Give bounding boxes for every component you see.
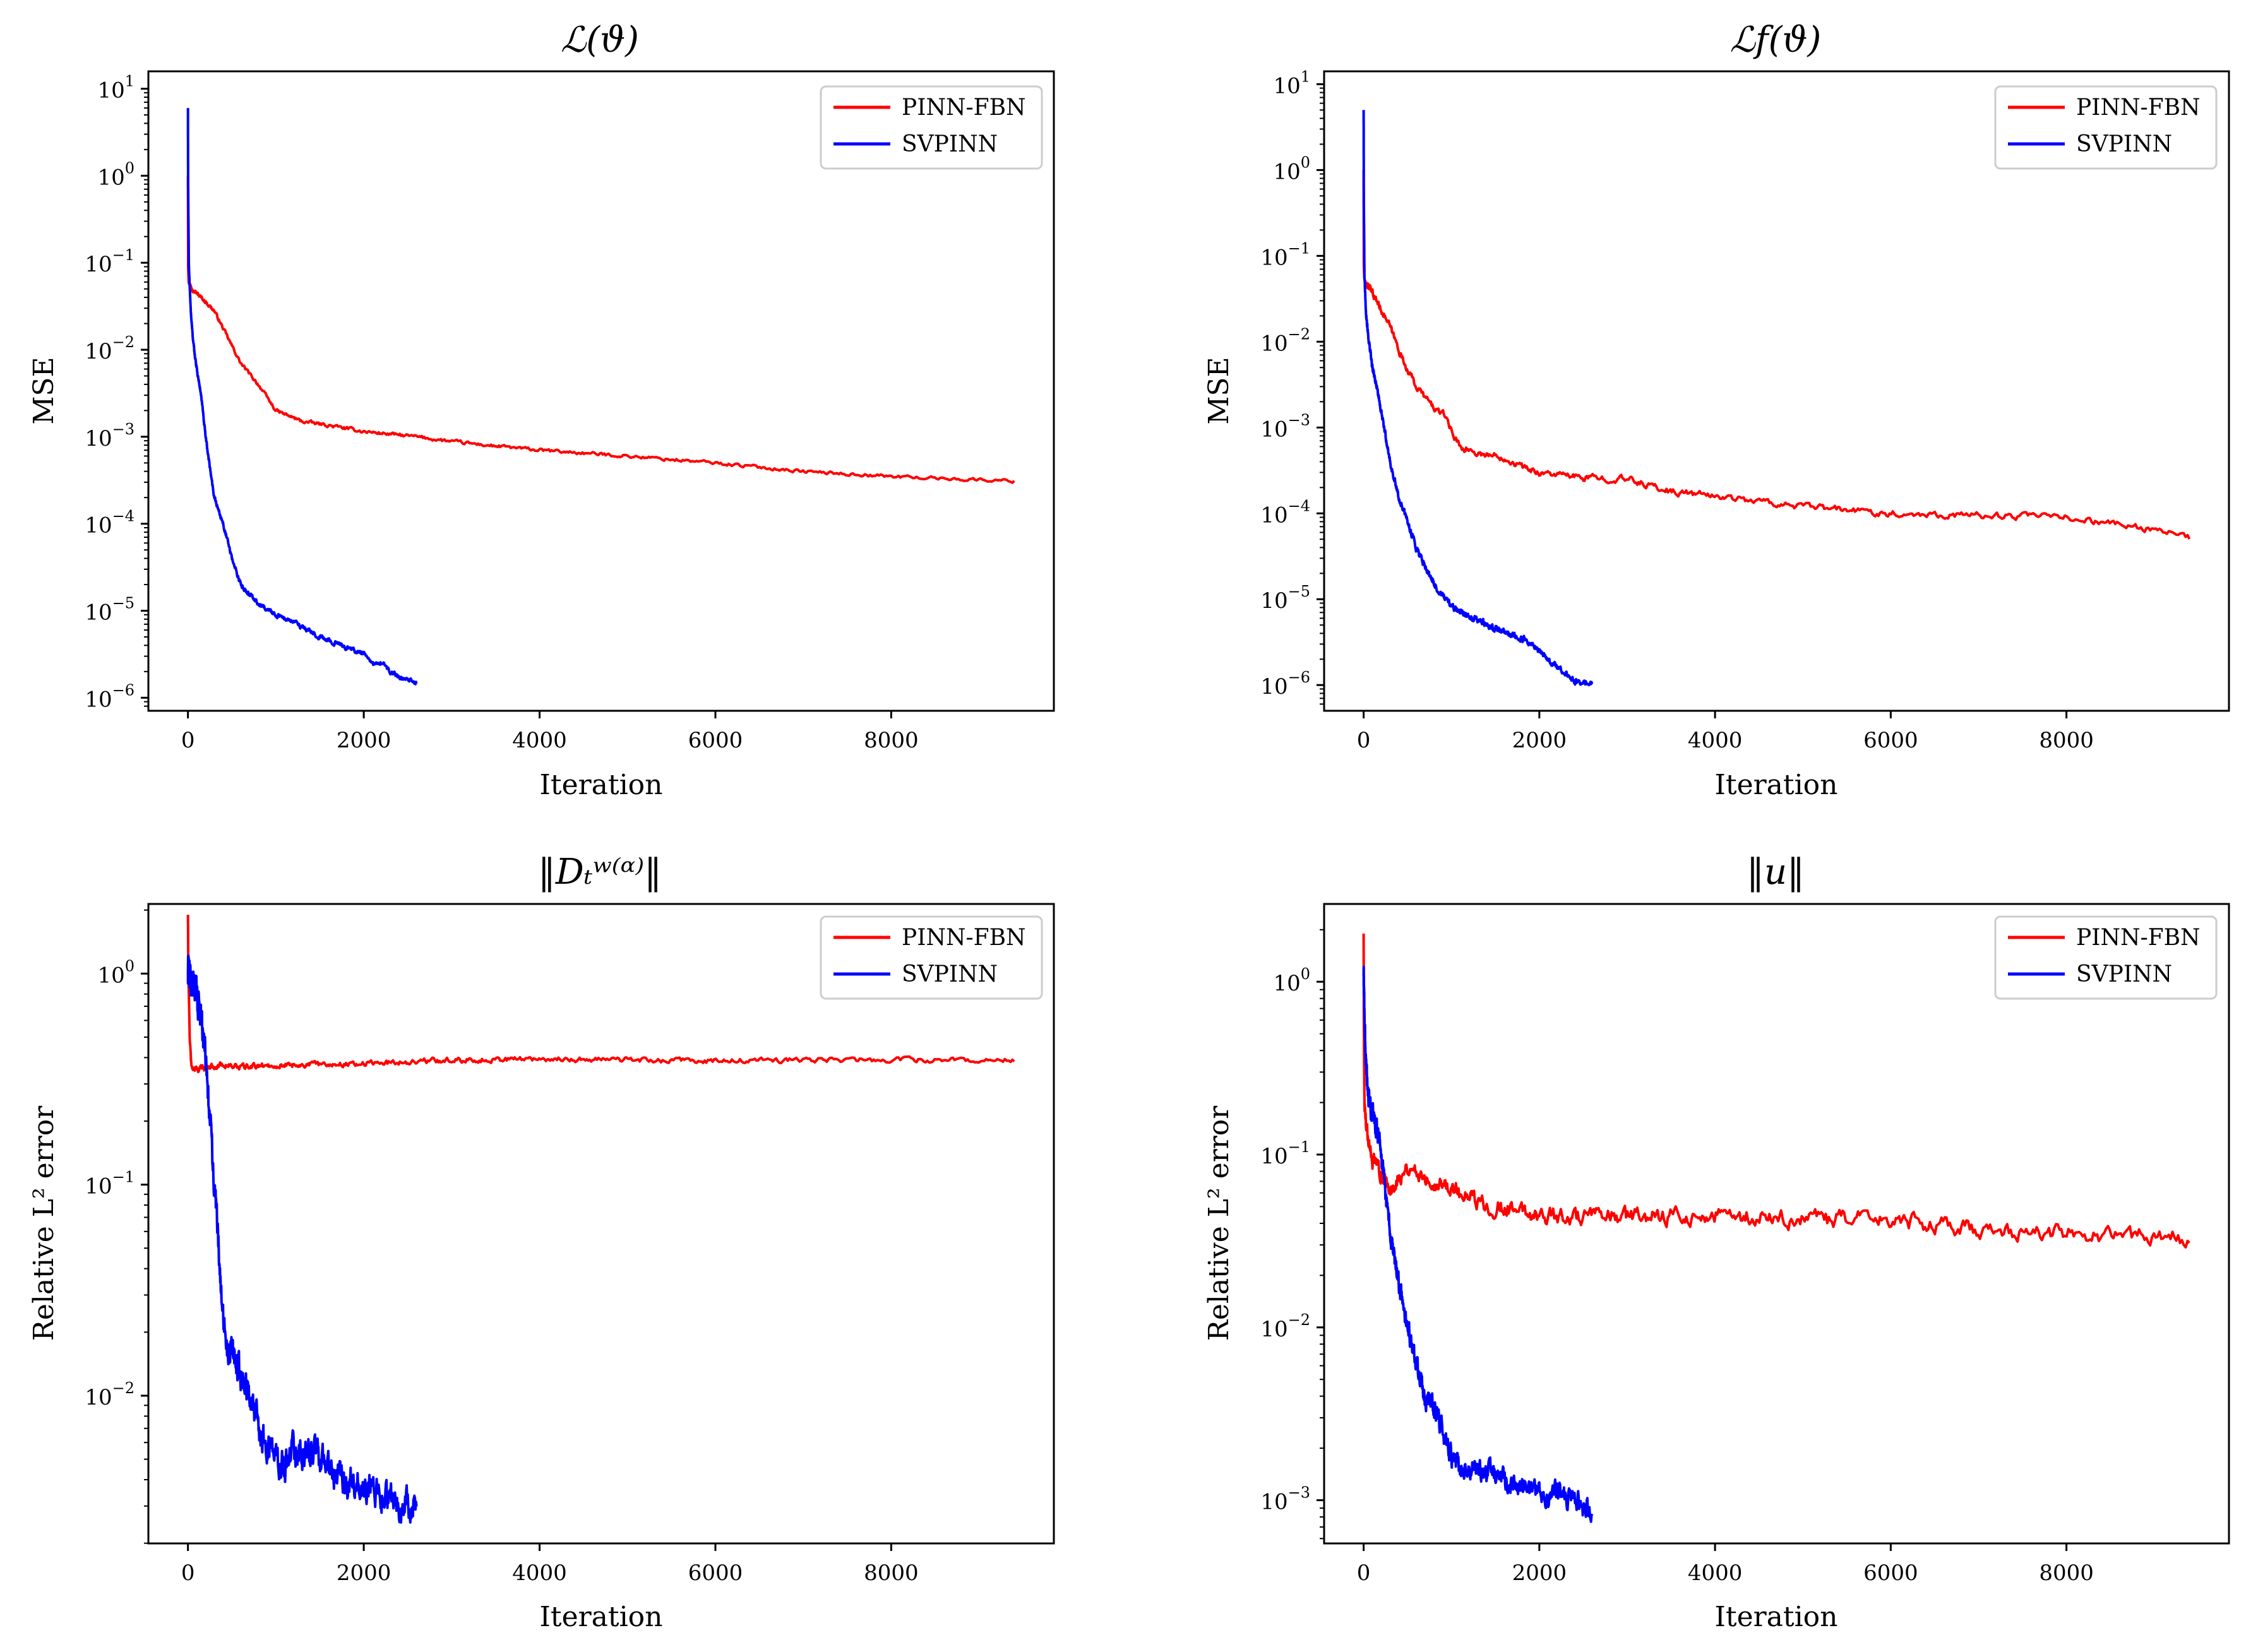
legend-label-svpinn: SVPINN [2076,961,2172,987]
legend-label-svpinn: SVPINN [2076,131,2172,157]
series-line-pinn-fbn [1362,933,2190,1249]
legend: PINN-FBN SVPINN [820,85,1043,170]
y-axis-label: MSE [28,357,60,424]
x-axis-label: Iteration [1715,1601,1838,1633]
chart-panel-loss-total: ℒ(ϑ) 0 2000 4000 6000 800010110010−110−210−3… [28,20,1055,801]
legend-label-svpinn: SVPINN [902,131,998,157]
series-line-svpinn [1362,110,1594,687]
legend-label-svpinn: SVPINN [902,961,998,987]
y-tick-label: 10−6 [1260,669,1310,699]
x-tick-label: 0 [181,728,195,753]
x-tick-label: 6000 [1863,1560,1918,1586]
x-tick-label: 8000 [2039,1560,2094,1586]
plot-area: 0 2000 4000 6000 800010110010−110−210−310−41… [85,73,1015,753]
chart-title: ‖Dₜʷ⁽ᵅ⁾‖ [538,852,662,893]
x-axis-label: Iteration [540,769,663,801]
x-tick-label: 2000 [1512,728,1567,753]
x-tick-label: 4000 [1688,1560,1743,1586]
y-tick-label: 10−2 [85,1379,134,1410]
legend-label-pinn-fbn: PINN-FBN [2076,925,2201,951]
axes-frame [1323,70,2230,712]
axes-frame [1323,903,2230,1545]
series-line-svpinn [186,108,418,686]
series-line-pinn-fbn [186,175,1015,484]
y-tick-label: 10−3 [1260,1484,1310,1515]
x-tick-label: 8000 [2039,728,2094,753]
x-tick-label: 4000 [512,1560,567,1586]
y-axis-label: Relative L² error [28,1105,60,1341]
x-tick-label: 6000 [1863,728,1918,753]
legend: PINN-FBN SVPINN [1994,915,2218,1000]
chart-title: ℒf(ϑ) [1730,20,1822,61]
series-line-pinn-fbn [1362,170,2191,540]
chart-title: ‖u‖ [1747,852,1805,893]
x-tick-label: 6000 [688,728,743,753]
x-tick-label: 2000 [337,1560,391,1586]
series-line-pinn-fbn [186,915,1015,1074]
x-tick-label: 6000 [688,1560,743,1586]
x-tick-label: 2000 [1512,1560,1567,1586]
series-line-svpinn [1362,965,1594,1523]
y-tick-label: 10−5 [1260,583,1310,614]
x-tick-label: 0 [181,1560,195,1586]
y-axis-label: MSE [1203,357,1235,424]
x-tick-label: 8000 [864,1560,919,1586]
legend: PINN-FBN SVPINN [820,915,1043,1000]
x-tick-label: 4000 [1688,728,1743,753]
legend: PINN-FBN SVPINN [1994,85,2218,170]
chart-title: ℒ(ϑ) [561,20,639,61]
y-tick-label: 10−4 [85,508,134,538]
axes-frame [147,70,1055,712]
legend-label-pinn-fbn: PINN-FBN [2076,95,2201,121]
x-axis-label: Iteration [1715,769,1838,801]
axes-frame [147,903,1055,1545]
y-axis-label: Relative L² error [1203,1105,1235,1341]
x-tick-label: 2000 [337,728,391,753]
legend-label-pinn-fbn: PINN-FBN [902,925,1026,951]
legend-label-pinn-fbn: PINN-FBN [902,95,1026,121]
chart-panel-loss-f: ℒf(ϑ) 0 2000 4000 6000 800010110010−110−210−… [1203,20,2230,801]
y-tick-label: 10−3 [1260,411,1310,442]
x-tick-label: 8000 [864,728,919,753]
x-tick-label: 4000 [512,728,567,753]
x-tick-label: 0 [1357,728,1371,753]
series-line-svpinn [186,954,418,1524]
x-axis-label: Iteration [540,1601,663,1633]
x-tick-label: 0 [1357,1560,1371,1586]
